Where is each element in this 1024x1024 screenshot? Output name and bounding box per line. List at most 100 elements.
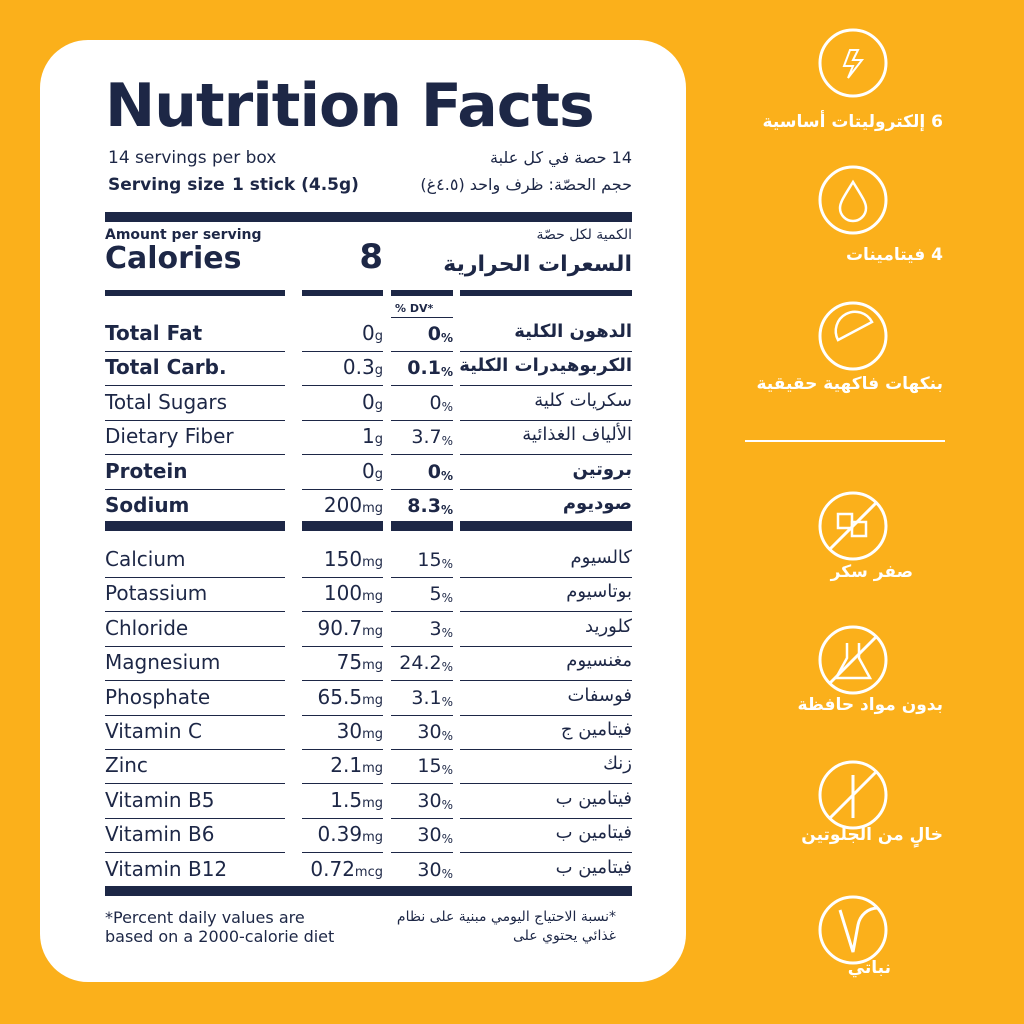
rule <box>460 645 632 647</box>
unit: g <box>374 363 383 379</box>
feature-label: 6 إلكتروليتات أساسية <box>762 112 943 132</box>
rule <box>460 454 632 456</box>
serving-size-label: Serving size <box>108 175 225 195</box>
rule <box>460 577 632 578</box>
amount: 0 <box>362 389 375 414</box>
nutrient-name: Protein <box>105 458 188 483</box>
amount: 2.1 <box>330 753 363 778</box>
dv-unit: % <box>440 503 453 517</box>
amount: 0 <box>362 458 375 483</box>
icon <box>818 28 888 98</box>
nutrient-name-ar: كالسيوم <box>570 547 632 568</box>
rule <box>391 577 453 578</box>
rule <box>460 351 632 352</box>
amount-ar: الكمية لكل حصّة <box>536 227 632 243</box>
footnote-ar: غذائي يحتوي على <box>512 928 616 944</box>
rule <box>460 817 632 819</box>
rule <box>391 290 453 296</box>
rule <box>460 680 632 682</box>
rule <box>302 783 383 785</box>
icon <box>850 520 868 538</box>
rule <box>391 714 453 716</box>
nutrient-name: Total Fat <box>105 321 203 345</box>
nutrient-name-ar: الألياف الغذائية <box>522 424 632 446</box>
rule <box>105 290 285 296</box>
rule <box>460 385 632 387</box>
icon <box>833 643 873 680</box>
dv-unit: % <box>441 694 453 709</box>
claim-label: نباتي <box>847 958 891 978</box>
rule <box>460 749 632 750</box>
amount: 0.72 <box>310 856 355 881</box>
nutrient-name: Total Carb. <box>105 355 227 380</box>
dv-unit: % <box>441 797 453 812</box>
dv: 30 <box>417 721 442 743</box>
icon <box>838 179 868 223</box>
nutrient-name-ar: فيتامين ج <box>560 719 632 740</box>
nutrient-name-ar: بوتاسيوم <box>566 581 632 603</box>
rule <box>391 783 453 785</box>
amount: 30 <box>336 719 363 743</box>
rule <box>391 611 453 613</box>
rule <box>391 419 453 421</box>
rule <box>391 351 453 352</box>
rule <box>391 385 453 387</box>
nutrient-name: Vitamin B6 <box>105 822 215 847</box>
amount: 1 <box>362 424 375 449</box>
dv-unit: % <box>441 832 453 847</box>
nutrient-name: Vitamin B5 <box>105 787 215 812</box>
unit: mg <box>362 658 383 674</box>
claim-label: صفر سكر <box>830 562 913 582</box>
label-card <box>40 40 686 982</box>
rule <box>302 749 383 750</box>
nutrient-name: Vitamin B12 <box>105 856 228 881</box>
nutrient-name-ar: فوسفات <box>567 684 632 706</box>
dv: 15 <box>417 549 442 571</box>
dv: 15 <box>417 755 442 778</box>
dv: 5 <box>429 583 442 606</box>
dv-header: % DV* <box>395 302 434 315</box>
nutrient-name: Magnesium <box>105 650 221 675</box>
amount-per-serving: Amount per serving <box>105 227 262 243</box>
dv-unit: % <box>441 660 453 675</box>
nutrient-name: Zinc <box>105 753 148 778</box>
amount: 90.7 <box>317 615 363 640</box>
footnote-ar: *نسبة الاحتياج اليومي مبنية على نظام <box>396 909 616 925</box>
dv-unit: % <box>440 365 453 380</box>
serving-size: 1 stick (4.5g) <box>232 175 359 195</box>
unit: mg <box>362 589 383 605</box>
unit: g <box>374 397 383 413</box>
nutrient-name-ar: فيتامين ب <box>555 787 632 809</box>
nutrient-name: Total Sugars <box>105 389 228 414</box>
rule <box>391 454 453 456</box>
icon <box>838 906 879 953</box>
feature-label: 4 فيتامينات <box>845 245 943 265</box>
dv: 30 <box>417 789 442 812</box>
rule <box>391 749 453 750</box>
nutrient-name-ar: فيتامين ب <box>555 822 632 844</box>
rule <box>391 680 453 682</box>
nutrient-name: Potassium <box>105 581 208 606</box>
title: Nutrition Facts <box>105 71 595 141</box>
dv: 0.1 <box>407 357 441 380</box>
unit: mg <box>362 761 383 777</box>
rule <box>302 611 383 613</box>
icon <box>818 760 888 830</box>
rule <box>105 611 285 613</box>
claim-label: خالٍ من الجلوتين <box>801 825 943 845</box>
rule <box>302 680 383 682</box>
icon <box>818 625 888 695</box>
dv: 0 <box>429 391 442 414</box>
dv-unit: % <box>441 625 453 640</box>
rule <box>105 577 285 578</box>
dv: 3 <box>429 617 442 640</box>
calories-label: Calories <box>105 241 242 276</box>
nutrient-name-ar: بروتين <box>572 458 632 480</box>
rule <box>391 852 453 854</box>
rule <box>105 749 285 750</box>
rule <box>460 852 632 854</box>
footnote: based on a 2000-calorie diet <box>105 927 335 946</box>
rule <box>460 714 632 716</box>
